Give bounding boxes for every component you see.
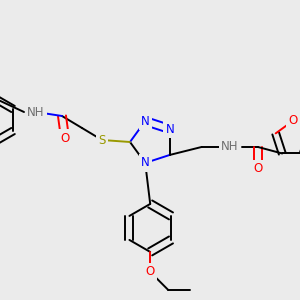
- Text: N: N: [141, 156, 150, 170]
- Text: O: O: [288, 114, 297, 128]
- Text: S: S: [98, 134, 106, 146]
- Text: NH: NH: [221, 140, 238, 153]
- Text: O: O: [146, 266, 155, 278]
- Text: O: O: [60, 131, 70, 145]
- Text: N: N: [165, 123, 174, 136]
- Text: O: O: [253, 162, 262, 176]
- Text: N: N: [141, 115, 150, 128]
- Text: NH: NH: [27, 106, 45, 118]
